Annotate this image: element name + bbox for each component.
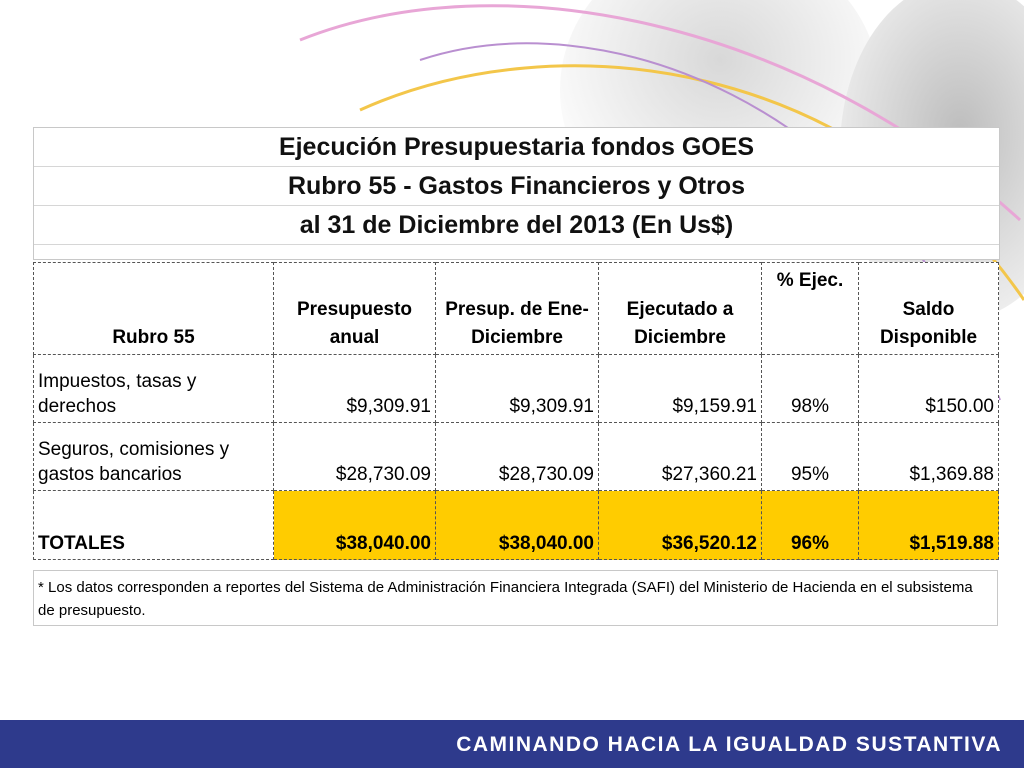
cell-total-ene-dic: $38,040.00 bbox=[435, 490, 599, 560]
cell-totals-label: TOTALES bbox=[33, 490, 274, 560]
header-anual: Presupuesto anual bbox=[273, 262, 436, 355]
title-line-1: Ejecución Presupuestaria fondos GOES bbox=[34, 128, 999, 167]
cell-total-pct: 96% bbox=[761, 490, 859, 560]
cell-ene-dic: $28,730.09 bbox=[435, 422, 599, 491]
cell-saldo: $1,369.88 bbox=[858, 422, 999, 491]
table-row: Seguros, comisiones y gastos bancarios $… bbox=[33, 422, 999, 491]
cell-ejecutado: $27,360.21 bbox=[598, 422, 762, 491]
cell-total-ejecutado: $36,520.12 bbox=[598, 490, 762, 560]
title-line-2: Rubro 55 - Gastos Financieros y Otros bbox=[34, 167, 999, 206]
footer-bar: CAMINANDO HACIA LA IGUALDAD SUSTANTIVA bbox=[0, 720, 1024, 768]
table-header-row: Rubro 55 Presupuesto anual Presup. de En… bbox=[33, 262, 999, 355]
totals-row: TOTALES $38,040.00 $38,040.00 $36,520.12… bbox=[33, 490, 999, 560]
cell-total-saldo: $1,519.88 bbox=[858, 490, 999, 560]
cell-pct: 98% bbox=[761, 354, 859, 423]
header-saldo: Saldo Disponible bbox=[858, 262, 999, 355]
cell-ejecutado: $9,159.91 bbox=[598, 354, 762, 423]
cell-saldo: $150.00 bbox=[858, 354, 999, 423]
cell-rubro: Seguros, comisiones y gastos bancarios bbox=[33, 422, 274, 491]
header-rubro: Rubro 55 bbox=[33, 262, 274, 355]
cell-anual: $28,730.09 bbox=[273, 422, 436, 491]
table-row: Impuestos, tasas y derechos $9,309.91 $9… bbox=[33, 354, 999, 423]
title-line-3: al 31 de Diciembre del 2013 (En Us$) bbox=[34, 206, 999, 245]
title-block: Ejecución Presupuestaria fondos GOES Rub… bbox=[33, 127, 1000, 260]
header-ejecutado: Ejecutado a Diciembre bbox=[598, 262, 762, 355]
footnote: * Los datos corresponden a reportes del … bbox=[33, 570, 998, 626]
budget-table: Rubro 55 Presupuesto anual Presup. de En… bbox=[33, 262, 999, 560]
header-ene-dic: Presup. de Ene-Diciembre bbox=[435, 262, 599, 355]
cell-pct: 95% bbox=[761, 422, 859, 491]
header-pct: % Ejec. bbox=[761, 262, 859, 355]
title-spacer bbox=[34, 245, 999, 259]
cell-total-anual: $38,040.00 bbox=[273, 490, 436, 560]
cell-anual: $9,309.91 bbox=[273, 354, 436, 423]
cell-ene-dic: $9,309.91 bbox=[435, 354, 599, 423]
cell-rubro: Impuestos, tasas y derechos bbox=[33, 354, 274, 423]
footer-slogan: CAMINANDO HACIA LA IGUALDAD SUSTANTIVA bbox=[456, 733, 1002, 756]
